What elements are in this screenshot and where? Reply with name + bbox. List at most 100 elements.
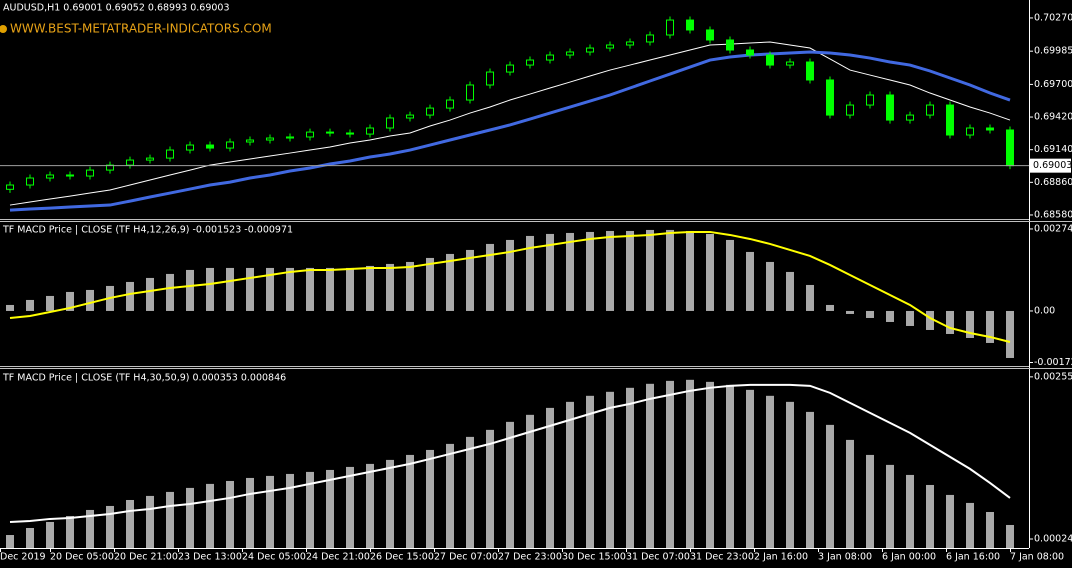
last-price-box xyxy=(1030,158,1071,173)
histogram-bar xyxy=(406,261,414,311)
histogram-bar xyxy=(706,233,714,311)
x-tick-label: 6 Jan 16:00 xyxy=(946,552,1000,563)
histogram-bar xyxy=(966,310,974,338)
candle-body xyxy=(906,114,914,121)
x-tick-label: 27 Dec 07:00 xyxy=(434,552,498,563)
histogram-bar xyxy=(226,267,234,311)
histogram-bar xyxy=(886,464,894,548)
histogram-bar xyxy=(66,291,74,311)
histogram-bar xyxy=(306,267,314,311)
histogram-bar xyxy=(366,265,374,311)
histogram-bar xyxy=(6,304,14,311)
histogram-bar xyxy=(186,269,194,311)
histogram-bar xyxy=(446,443,454,548)
histogram-bar xyxy=(166,491,174,548)
histogram-bar xyxy=(586,395,594,548)
moving-average-line xyxy=(9,50,1011,212)
x-tick-label: 31 Dec 07:00 xyxy=(626,552,690,563)
candle-body xyxy=(386,117,394,129)
x-tick-label: 30 Dec 15:00 xyxy=(562,552,626,563)
histogram-bar xyxy=(326,469,334,548)
histogram-bar xyxy=(806,411,814,548)
candle-body xyxy=(106,164,114,171)
histogram-bar xyxy=(266,475,274,548)
candle-body xyxy=(846,104,854,116)
candle-body xyxy=(366,127,374,135)
histogram-bar xyxy=(486,243,494,311)
histogram-bar xyxy=(626,387,634,548)
histogram-bar xyxy=(346,466,354,548)
histogram-bar xyxy=(46,295,54,311)
x-tick-label: 3 Jan 08:00 xyxy=(818,552,872,563)
y-tick-label: 0.68580 xyxy=(1034,209,1072,220)
histogram-bar xyxy=(666,229,674,311)
signal-line xyxy=(9,230,1011,343)
histogram-bar xyxy=(566,232,574,311)
histogram-bar xyxy=(986,511,994,548)
histogram-bar xyxy=(266,267,274,311)
histogram-bar xyxy=(866,454,874,548)
histogram-bar xyxy=(986,310,994,343)
candle-body xyxy=(626,41,634,46)
candle-body xyxy=(346,132,354,135)
histogram-bar xyxy=(26,527,34,548)
candle-body xyxy=(1006,129,1014,167)
candle-body xyxy=(706,29,714,41)
histogram-bar xyxy=(866,310,874,318)
histogram-bar xyxy=(506,421,514,548)
x-tick-label: 23 Dec 13:00 xyxy=(178,552,242,563)
candle-body xyxy=(566,51,574,56)
histogram-bar xyxy=(286,267,294,311)
y-tick-label: -0.001726 xyxy=(1034,357,1072,368)
candle-body xyxy=(126,159,134,166)
y-tick-label: 0.69420 xyxy=(1034,112,1072,123)
histogram-bar xyxy=(746,389,754,548)
histogram-bar xyxy=(606,230,614,311)
y-tick-label: 0.00 xyxy=(1034,305,1055,316)
histogram-bar xyxy=(666,380,674,548)
x-tick-label: 24 Dec 21:00 xyxy=(306,552,370,563)
candle-body xyxy=(66,174,74,177)
candle-body xyxy=(446,99,454,109)
histogram-bar xyxy=(826,304,834,311)
histogram-bar xyxy=(446,253,454,311)
histogram-bar xyxy=(526,235,534,311)
histogram-bar xyxy=(1006,310,1014,358)
candle-body xyxy=(666,19,674,36)
histogram-bar xyxy=(746,251,754,311)
histogram-bar xyxy=(726,384,734,548)
histogram-bar xyxy=(66,515,74,548)
candle-body xyxy=(586,47,594,53)
candle-body xyxy=(826,79,834,116)
candle-body xyxy=(326,131,334,134)
x-tick-label: 20 Dec 21:00 xyxy=(114,552,178,563)
candle-body xyxy=(406,114,414,119)
candle-body xyxy=(526,59,534,66)
histogram-bar xyxy=(206,267,214,311)
histogram-bar xyxy=(286,473,294,548)
candle-body xyxy=(746,49,754,56)
histogram-bar xyxy=(1006,524,1014,548)
moving-average-line xyxy=(9,41,1011,206)
signal-line xyxy=(9,383,1011,523)
histogram-bar xyxy=(846,310,854,314)
histogram-bar xyxy=(626,230,634,311)
histogram-bar xyxy=(46,521,54,548)
histogram-bar xyxy=(146,495,154,548)
histogram-bar xyxy=(886,310,894,322)
histogram-bar xyxy=(426,257,434,311)
candle-body xyxy=(6,184,14,190)
histogram-bar xyxy=(926,310,934,330)
histogram-bar xyxy=(126,499,134,548)
histogram-bar xyxy=(426,449,434,548)
histogram-bar xyxy=(546,407,554,548)
candle-body xyxy=(726,39,734,51)
candle-body xyxy=(646,34,654,43)
y-tick-label: 0.69700 xyxy=(1034,79,1072,90)
candle-body xyxy=(226,141,234,149)
candle-body xyxy=(306,131,314,138)
histogram-bar xyxy=(706,381,714,548)
histogram-bar xyxy=(86,509,94,548)
x-tick-label: 24 Dec 05:00 xyxy=(242,552,306,563)
histogram-bar xyxy=(766,261,774,311)
